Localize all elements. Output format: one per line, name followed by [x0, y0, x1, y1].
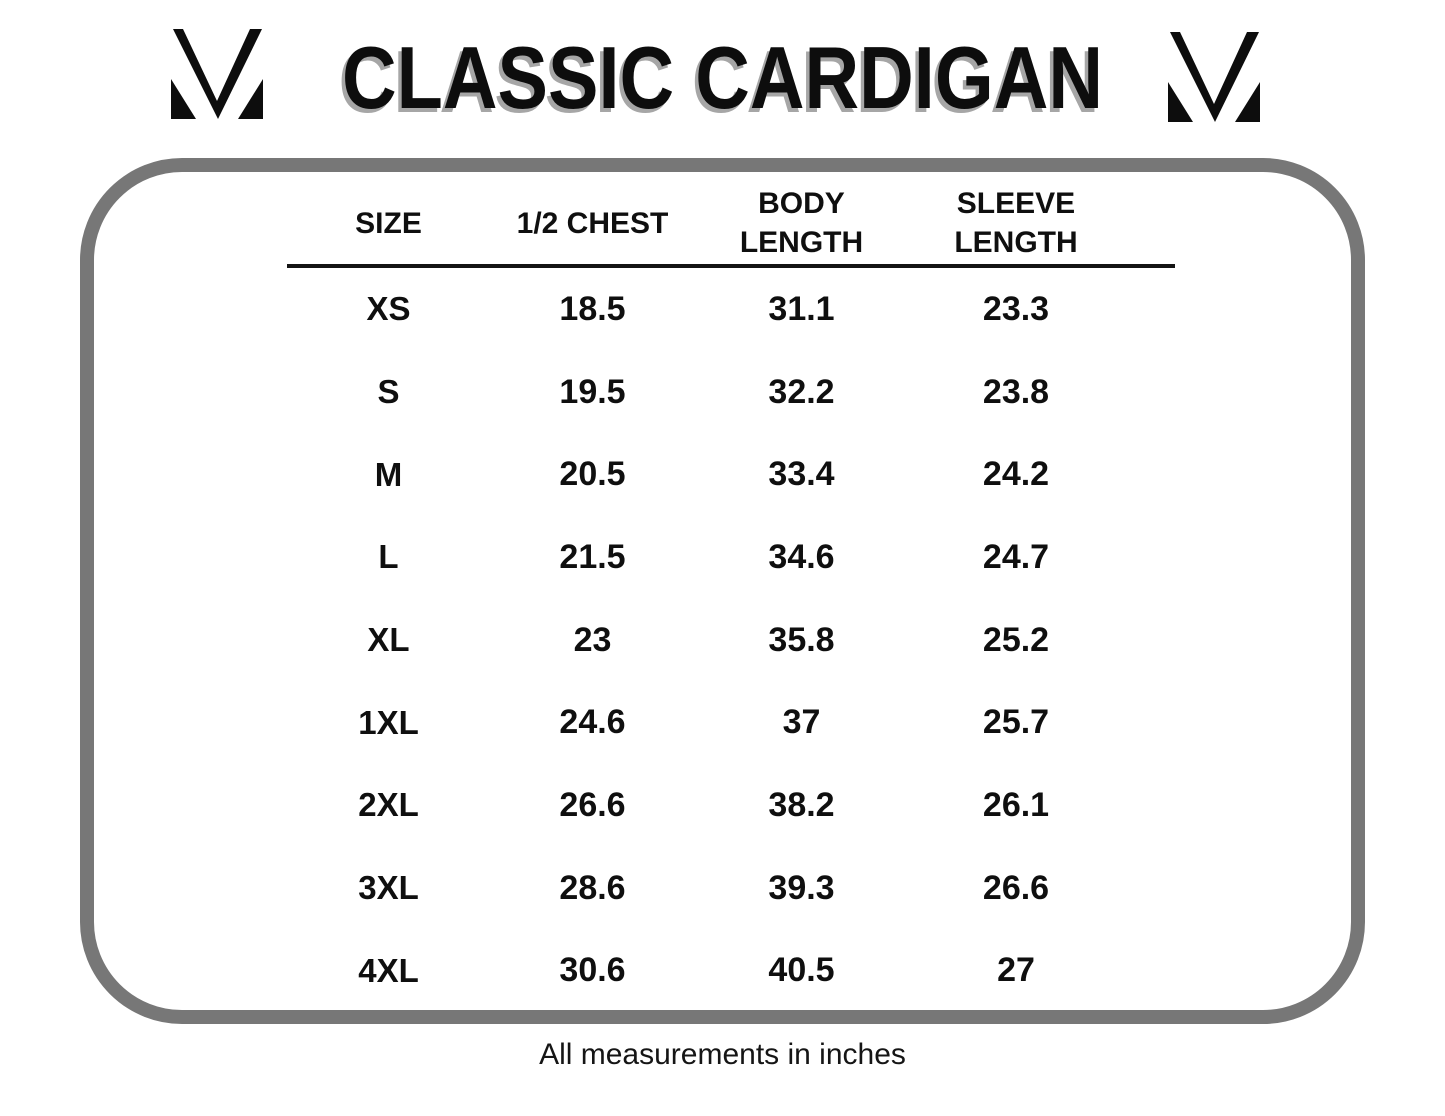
measurement-value-sleeve-length: 27 [997, 951, 1035, 990]
measurement-value-half-chest: 20.5 [559, 455, 626, 494]
measurement-value-sleeve-length: 23.8 [982, 372, 1050, 411]
measurement-value-body-length: 31.1 [768, 289, 835, 328]
measurement-value-half-chest: 28.6 [559, 868, 626, 907]
measurement-value-body-length: 37 [782, 703, 821, 742]
size-label: L [378, 538, 399, 576]
measurement-value-sleeve-length: 26.6 [982, 868, 1050, 907]
size-label: 3XL [358, 869, 419, 907]
size-label: M [374, 455, 403, 493]
measurement-value-sleeve-length: 25.7 [982, 703, 1050, 742]
brand-m-monogram-icon [1168, 32, 1260, 122]
size-table-header-row: SIZE 1/2 CHEST BODY LENGTH SLEEVE LENGTH [287, 181, 1175, 265]
measurement-value-sleeve-length: 26.1 [982, 785, 1050, 824]
measurement-value-body-length: 33.4 [768, 455, 835, 494]
size-chart-frame [80, 158, 1365, 1024]
measurement-value-half-chest: 30.6 [559, 951, 626, 990]
size-label: XL [367, 621, 410, 659]
column-header-half-chest: 1/2 CHEST [516, 206, 669, 240]
measurement-value-body-length: 34.6 [768, 537, 835, 576]
column-header-body-length: BODY LENGTH [739, 187, 864, 259]
measurement-value-half-chest: 19.5 [559, 372, 626, 411]
measurement-value-sleeve-length: 23.3 [982, 289, 1050, 328]
measurement-value-body-length: 38.2 [768, 785, 835, 824]
measurement-value-half-chest: 24.6 [559, 703, 626, 742]
size-label: 1XL [358, 703, 419, 741]
size-label: 4XL [358, 951, 419, 989]
column-header-sleeve-length: SLEEVE LENGTH [954, 187, 1078, 259]
measurements-note: All measurements in inches [539, 1038, 906, 1071]
measurement-value-half-chest: 21.5 [559, 537, 626, 576]
measurement-value-half-chest: 26.6 [559, 785, 626, 824]
brand-m-monogram-icon [171, 29, 263, 119]
measurement-value-body-length: 35.8 [768, 620, 835, 659]
measurement-value-body-length: 40.5 [768, 951, 835, 990]
measurement-value-body-length: 32.2 [768, 372, 835, 411]
page-title: CLASSIC CARDIGAN [341, 28, 1104, 127]
header-divider [287, 264, 1175, 268]
measurement-value-half-chest: 23 [573, 620, 612, 659]
measurement-value-half-chest: 18.5 [559, 289, 626, 328]
size-label: S [377, 373, 400, 411]
measurement-value-sleeve-length: 24.2 [982, 455, 1050, 494]
size-label: 2XL [358, 786, 419, 824]
size-table-body: XS 18.5 31.1 23.3 S 19.5 32.2 23.8 M 20.5 33.4 24.2… [287, 268, 1175, 1012]
measurement-value-body-length: 39.3 [768, 868, 835, 907]
size-label: XS [366, 290, 411, 328]
measurement-value-sleeve-length: 25.2 [982, 620, 1050, 659]
column-header-size: SIZE [355, 206, 422, 240]
measurement-value-sleeve-length: 24.7 [982, 537, 1050, 576]
